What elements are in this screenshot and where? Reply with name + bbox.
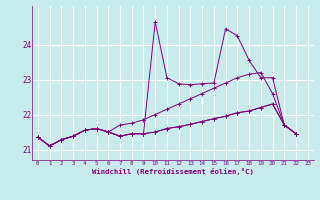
X-axis label: Windchill (Refroidissement éolien,°C): Windchill (Refroidissement éolien,°C) [92,168,254,175]
